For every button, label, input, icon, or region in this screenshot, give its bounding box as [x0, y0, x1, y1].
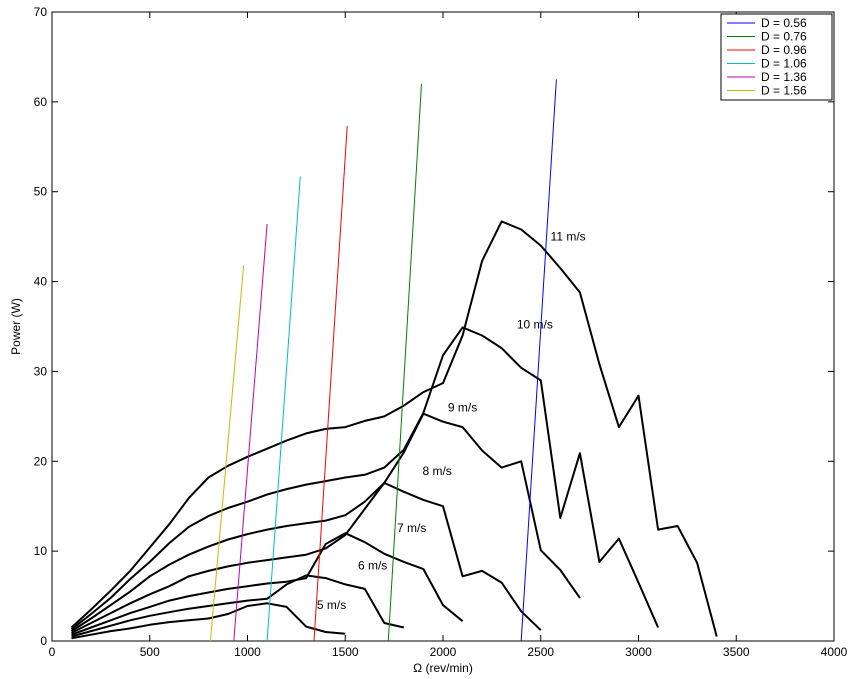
legend: D = 0.56D = 0.76D = 0.96D = 1.06D = 1.36…	[720, 13, 833, 101]
speed-curve-8-m-s	[71, 481, 542, 634]
x-tick-label: 3000	[625, 645, 652, 659]
y-tick-label: 70	[34, 5, 48, 19]
y-tick-label: 60	[34, 95, 48, 109]
curve-label: 6 m/s	[358, 559, 387, 573]
legend-box	[720, 13, 833, 101]
speed-curve-7-m-s	[71, 532, 464, 636]
curve-label: 9 m/s	[448, 400, 477, 414]
y-tick-label: 40	[34, 275, 48, 289]
diameter-line-3	[313, 126, 348, 642]
curve-label: 5 m/s	[317, 598, 346, 612]
diameter-line-6	[209, 265, 245, 642]
speed-curve-5-m-s	[71, 602, 346, 640]
legend-entry-label: D = 0.56	[761, 16, 807, 30]
x-tick-label: 0	[49, 645, 56, 659]
axes-frame	[51, 11, 835, 642]
legend-entry-label: D = 1.06	[761, 57, 807, 71]
curve-annotations: 11 m/s 10 m/s 9 m/s 8 m/s 7 m/s 6 m/s 5 m/s	[317, 230, 586, 612]
y-tick-label: 30	[34, 364, 48, 378]
speed-curve-6-m-s	[71, 574, 405, 638]
x-tick-label: 3500	[723, 645, 750, 659]
diameter-line-1	[520, 79, 557, 642]
y-tick-label: 0	[40, 634, 47, 648]
speed-curve-9-m-s	[70, 412, 581, 632]
diameter-line-5	[233, 224, 268, 642]
legend-entry-label: D = 0.96	[761, 43, 807, 57]
curve-label: 11 m/s	[551, 230, 586, 244]
curve-label: 7 m/s	[397, 521, 426, 535]
diameter-line-4	[266, 176, 301, 642]
y-axis-title: Power (W)	[9, 298, 23, 355]
legend-entry-label: D = 1.36	[761, 70, 807, 84]
x-tick-label: 4000	[821, 645, 848, 659]
x-tick-label: 2500	[527, 645, 554, 659]
plot-lines	[70, 79, 718, 642]
axis-ticks: 0 500 1000 1500 2000 2500 3000 3500 4000 0 10 20 30 4…	[34, 5, 848, 659]
y-tick-label: 50	[34, 185, 48, 199]
x-tick-label: 2000	[430, 645, 457, 659]
curve-label: 8 m/s	[422, 464, 451, 478]
plot-area-frame	[51, 11, 835, 642]
x-tick-label: 1000	[234, 645, 261, 659]
diameter-line-2	[387, 83, 422, 642]
curve-label: 10 m/s	[517, 318, 553, 332]
x-tick-label: 1500	[332, 645, 359, 659]
y-tick-label: 20	[34, 454, 48, 468]
speed-curve-10-m-s	[70, 326, 660, 631]
speed-curve-11-m-s	[70, 220, 718, 637]
y-tick-label: 10	[34, 544, 48, 558]
legend-entry-label: D = 0.76	[761, 30, 807, 44]
legend-entry-label: D = 1.56	[761, 84, 807, 98]
x-axis-title: Ω (rev/min)	[413, 661, 473, 675]
x-tick-label: 500	[140, 645, 160, 659]
